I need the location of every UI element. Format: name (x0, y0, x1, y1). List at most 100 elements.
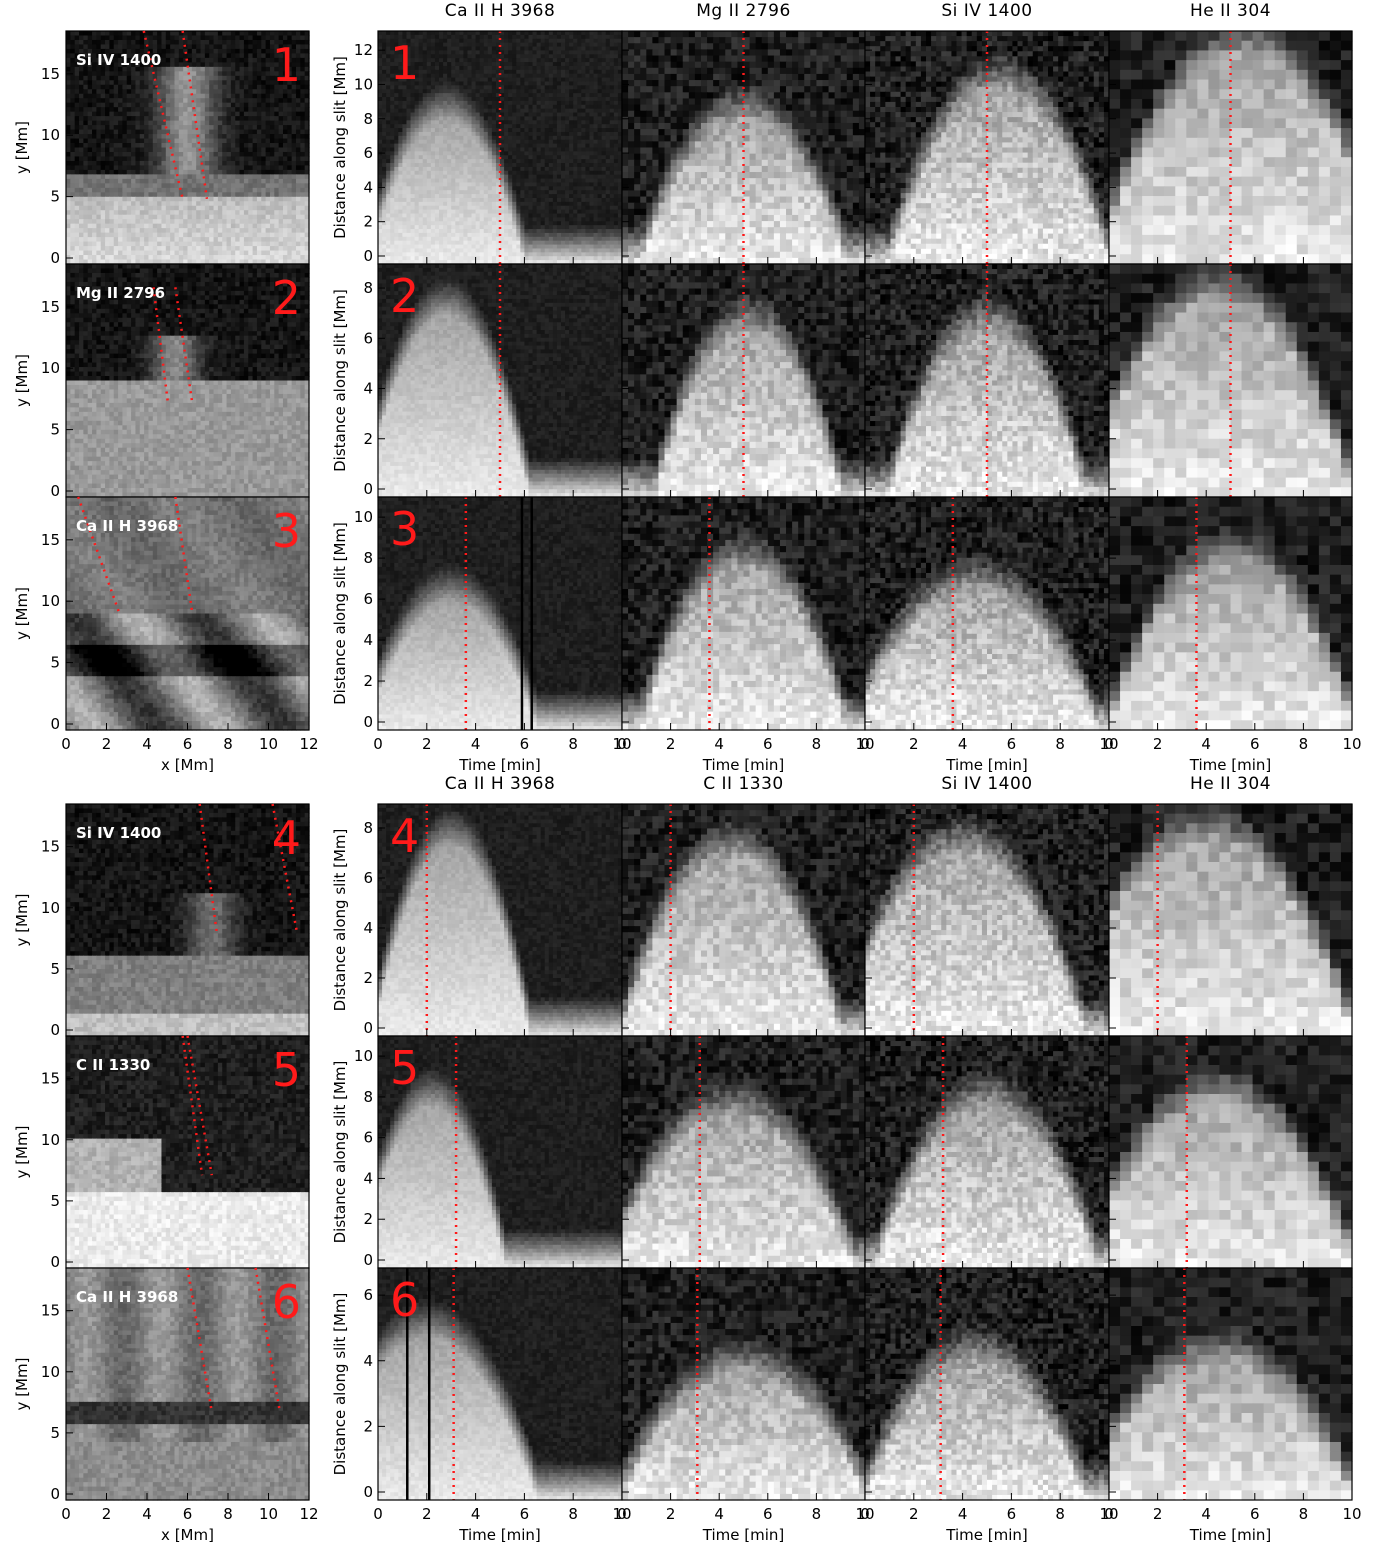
map-y-axis-label: y [Mm] (13, 121, 31, 174)
map-y-axis-label: y [Mm] (13, 894, 31, 947)
y-tick-label: 0 (50, 1485, 60, 1503)
x-tick-label: 0 (61, 1505, 71, 1523)
y-tick-label: 6 (363, 144, 373, 162)
y-tick-label: 10 (41, 1363, 60, 1381)
row-number: 3 (390, 502, 419, 556)
x-tick-label: 4 (142, 735, 152, 753)
x-axis-label: Time [min] (702, 756, 784, 774)
pixel-texture (865, 497, 1110, 731)
y-tick-label: 4 (363, 631, 373, 649)
y-tick-label: 0 (50, 1021, 60, 1039)
column-title: Ca II H 3968 (445, 774, 556, 794)
y-tick-label: 0 (50, 482, 60, 500)
x-tick-label: 2 (666, 735, 676, 753)
row-number: 3 (272, 504, 301, 558)
time-distance-panel (622, 31, 866, 265)
y-tick-label: 15 (41, 838, 60, 856)
pixel-texture (622, 1268, 866, 1501)
column-title: Ca II H 3968 (445, 1, 556, 21)
y-tick-label: 5 (50, 960, 60, 978)
y-tick-label: 10 (354, 508, 373, 526)
x-tick-label: 2 (909, 1505, 919, 1523)
x-tick-label: 4 (471, 1505, 481, 1523)
x-tick-label: 6 (520, 1505, 530, 1523)
row-number: 6 (272, 1275, 301, 1329)
time-distance-panel (1109, 804, 1353, 1037)
x-tick-label: 0 (860, 735, 870, 753)
map-channel-label: C II 1330 (76, 1056, 150, 1074)
row-number: 1 (390, 36, 419, 90)
x-tick-label: 8 (223, 735, 233, 753)
y-axis-label: Distance along slit [Mm] (331, 289, 349, 472)
row-number: 5 (272, 1043, 301, 1097)
pixel-texture (1109, 804, 1353, 1037)
y-tick-label: 5 (50, 188, 60, 206)
x-tick-label: 8 (223, 1505, 233, 1523)
x-axis-label: Time [min] (1189, 756, 1271, 774)
x-tick-label: 6 (1007, 735, 1017, 753)
y-axis-label: Distance along slit [Mm] (331, 56, 349, 239)
time-distance-panel (622, 1036, 866, 1269)
y-tick-label: 12 (354, 41, 373, 59)
time-distance-panel (622, 264, 866, 498)
x-tick-label: 12 (299, 1505, 318, 1523)
x-tick-label: 4 (958, 735, 968, 753)
x-tick-label: 4 (714, 1505, 724, 1523)
y-tick-label: 8 (363, 279, 373, 297)
y-tick-label: 2 (363, 672, 373, 690)
x-tick-label: 6 (520, 735, 530, 753)
map-channel-label: Si IV 1400 (76, 824, 161, 842)
y-tick-label: 2 (363, 1417, 373, 1435)
x-tick-label: 8 (1299, 735, 1309, 753)
y-tick-label: 4 (363, 919, 373, 937)
row-number: 4 (272, 811, 301, 865)
y-tick-label: 15 (41, 1302, 60, 1320)
x-tick-label: 10 (1342, 1505, 1361, 1523)
map-channel-label: Ca II H 3968 (76, 1288, 178, 1306)
x-tick-label: 8 (1055, 1505, 1065, 1523)
pixel-texture (1109, 1036, 1353, 1269)
y-tick-label: 5 (50, 1192, 60, 1210)
y-tick-label: 10 (41, 899, 60, 917)
x-axis-label: Time [min] (458, 1526, 540, 1544)
x-tick-label: 2 (909, 735, 919, 753)
x-tick-label: 10 (259, 1505, 278, 1523)
x-tick-label: 0 (1104, 1505, 1114, 1523)
y-tick-label: 10 (354, 1047, 373, 1065)
y-tick-label: 0 (50, 1253, 60, 1271)
map-channel-label: Mg II 2796 (76, 284, 165, 302)
y-tick-label: 4 (363, 1169, 373, 1187)
x-tick-label: 2 (1153, 735, 1163, 753)
x-tick-label: 6 (763, 735, 773, 753)
time-distance-panel (1109, 31, 1353, 265)
y-tick-label: 8 (363, 1088, 373, 1106)
y-tick-label: 6 (363, 590, 373, 608)
x-axis-label: Time [min] (458, 756, 540, 774)
y-tick-label: 0 (363, 713, 373, 731)
y-tick-label: 2 (363, 1210, 373, 1228)
time-distance-panel (865, 31, 1110, 265)
x-tick-label: 4 (714, 735, 724, 753)
y-tick-label: 0 (50, 249, 60, 267)
y-tick-label: 4 (363, 380, 373, 398)
pixel-texture (1109, 1268, 1353, 1501)
x-tick-label: 2 (102, 1505, 112, 1523)
x-tick-label: 8 (812, 735, 822, 753)
y-tick-label: 10 (41, 592, 60, 610)
time-distance-panel (1109, 264, 1353, 498)
x-tick-label: 2 (1153, 1505, 1163, 1523)
map-y-axis-label: y [Mm] (13, 1358, 31, 1411)
y-tick-label: 0 (363, 480, 373, 498)
y-tick-label: 6 (363, 869, 373, 887)
y-tick-label: 15 (41, 65, 60, 83)
